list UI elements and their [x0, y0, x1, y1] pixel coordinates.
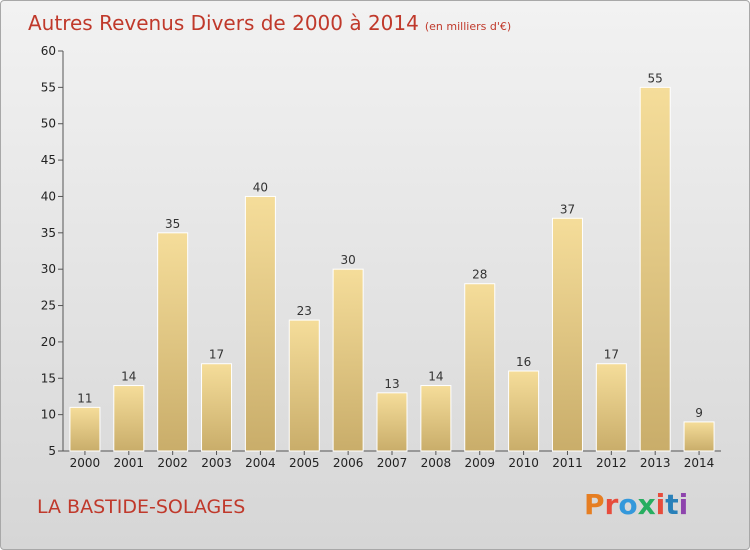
- place-name: LA BASTIDE-SOLAGES: [37, 496, 246, 518]
- proxiti-logo[interactable]: Proxiti: [584, 488, 688, 521]
- bar-2008: [420, 385, 452, 452]
- x-tick-label: 2012: [596, 456, 627, 470]
- x-tick-label: 2003: [201, 456, 232, 470]
- bar-2005: [288, 319, 320, 452]
- bar-2001: [113, 385, 145, 452]
- x-tick-label: 2009: [464, 456, 495, 470]
- bar-2012: [595, 363, 627, 452]
- x-tick-label: 2001: [114, 456, 145, 470]
- bar-value-label: 14: [428, 370, 443, 384]
- logo-letter: i: [678, 488, 689, 521]
- bar-value-label: 9: [695, 406, 703, 420]
- chart-unit-note: (en milliers d'€): [424, 20, 512, 33]
- x-tick-label: 2006: [333, 456, 364, 470]
- y-tick-label: 55: [41, 80, 56, 94]
- logo-letter: r: [604, 488, 619, 521]
- bar-value-label: 55: [648, 71, 663, 85]
- logo-letter: i: [655, 488, 666, 521]
- chart-title: Autres Revenus Divers de 2000 à 2014 (en …: [28, 11, 511, 35]
- bar-value-label: 40: [253, 180, 268, 194]
- y-tick-label: 35: [41, 226, 56, 240]
- bar-value-label: 17: [209, 348, 224, 362]
- bar-2004: [244, 195, 276, 452]
- logo-letter: x: [637, 488, 656, 521]
- bar-value-label: 35: [165, 217, 180, 231]
- y-tick-label: 45: [41, 153, 56, 167]
- logo-letter: o: [618, 488, 638, 521]
- x-tick-label: 2002: [157, 456, 188, 470]
- y-tick-label: 40: [41, 189, 56, 203]
- bar-value-label: 28: [472, 268, 487, 282]
- bar-2014: [683, 421, 715, 452]
- bar-value-label: 30: [340, 253, 355, 267]
- x-tick-label: 2005: [289, 456, 320, 470]
- x-tick-label: 2010: [508, 456, 539, 470]
- bar-2000: [69, 406, 101, 452]
- x-tick-label: 2008: [421, 456, 452, 470]
- y-tick-label: 5: [48, 444, 56, 458]
- y-tick-label: 25: [41, 299, 56, 313]
- bar-2002: [157, 232, 189, 452]
- y-tick-label: 30: [41, 262, 56, 276]
- x-tick-label: 2004: [245, 456, 276, 470]
- x-tick-label: 2007: [377, 456, 408, 470]
- bar-value-label: 11: [77, 391, 92, 405]
- bar-value-label: 17: [604, 348, 619, 362]
- bar-2003: [201, 363, 233, 452]
- y-tick-label: 10: [41, 408, 56, 422]
- bar-value-label: 16: [516, 355, 531, 369]
- y-tick-label: 50: [41, 117, 56, 131]
- y-tick-label: 20: [41, 335, 56, 349]
- bar-value-label: 13: [384, 377, 399, 391]
- bar-value-label: 23: [297, 304, 312, 318]
- bar-value-label: 14: [121, 370, 136, 384]
- bar-2011: [551, 217, 583, 452]
- bar-2007: [376, 392, 408, 452]
- bar-2006: [332, 268, 364, 452]
- x-tick-label: 2011: [552, 456, 583, 470]
- bar-2013: [639, 86, 671, 452]
- bar-2010: [508, 370, 540, 452]
- x-tick-label: 2014: [684, 456, 715, 470]
- logo-letter: t: [665, 488, 679, 521]
- y-tick-label: 15: [41, 371, 56, 385]
- logo-letter: P: [584, 488, 605, 521]
- bar-value-label: 37: [560, 202, 575, 216]
- y-tick-label: 60: [41, 44, 56, 58]
- chart-title-text: Autres Revenus Divers de 2000 à 2014: [28, 11, 419, 35]
- bar-2009: [464, 283, 496, 452]
- x-tick-label: 2000: [70, 456, 101, 470]
- x-tick-label: 2013: [640, 456, 671, 470]
